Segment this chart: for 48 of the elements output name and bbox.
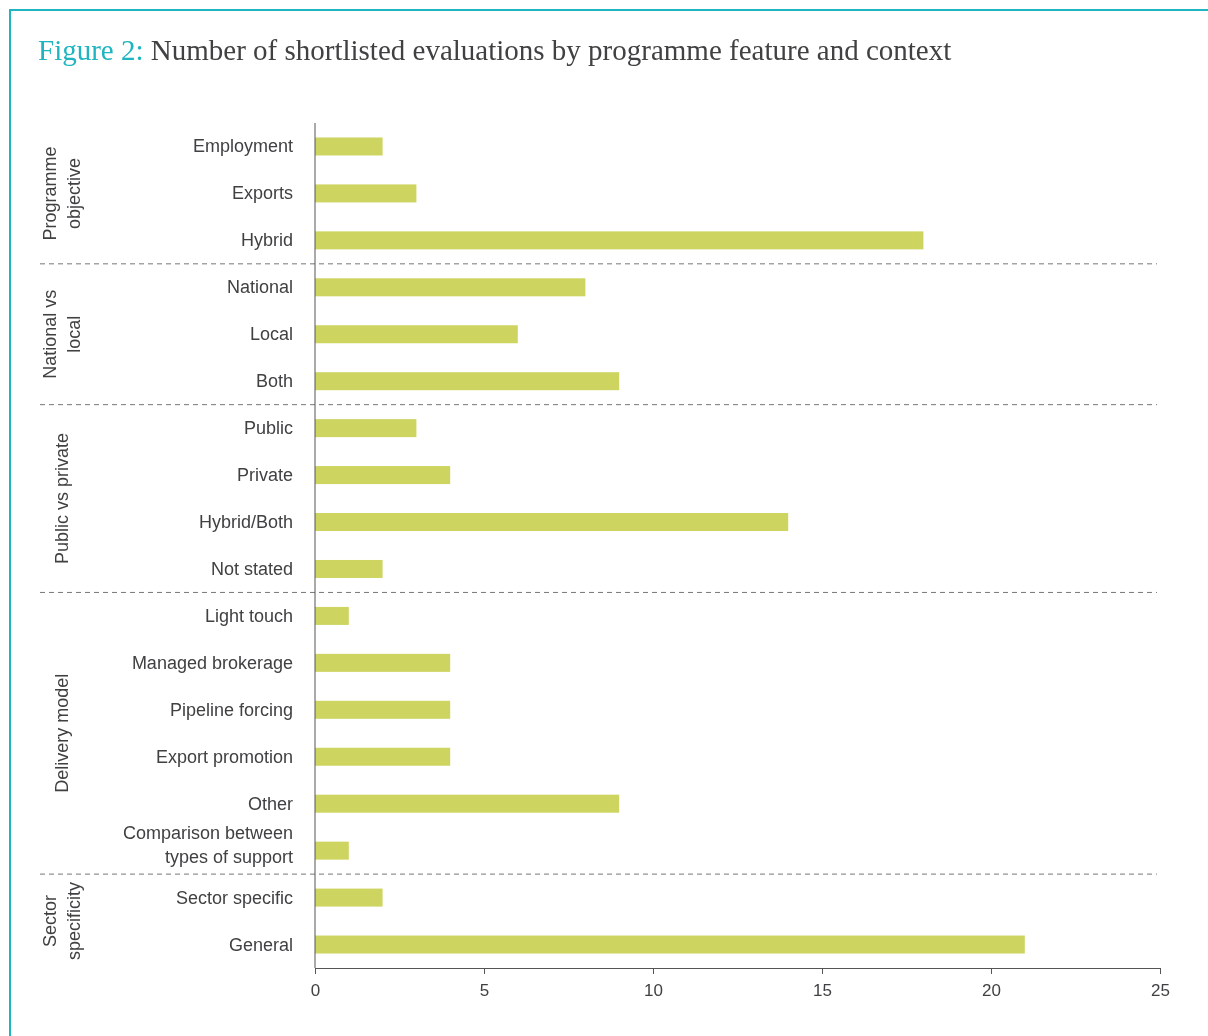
x-tick-label: 0 xyxy=(310,980,321,1000)
y-tick-label: General xyxy=(228,934,293,955)
bar xyxy=(315,935,1025,954)
y-tick-label: Export promotion xyxy=(155,746,293,767)
bar xyxy=(315,559,383,578)
text: National vs local xyxy=(40,289,84,379)
x-tick-label: 20 xyxy=(982,980,1001,1000)
y-tick-label: Sector specific xyxy=(175,887,293,908)
y-tick-label: Other xyxy=(247,793,293,814)
y-tick-label: Public xyxy=(243,418,293,439)
bar xyxy=(315,888,383,907)
y-tick-label: Pipeline forcing xyxy=(169,699,293,720)
y-tick-label: Employment xyxy=(192,136,293,157)
y-tick-label: Both xyxy=(255,371,293,392)
x-tick-label: 10 xyxy=(644,980,663,1000)
y-tick-label: Managed brokerage xyxy=(131,652,293,673)
bar xyxy=(315,466,451,485)
bar xyxy=(315,278,586,297)
y-tick-label: Comparison between types of support xyxy=(122,822,293,867)
y-tick-label: Light touch xyxy=(204,605,293,626)
bar xyxy=(315,606,349,625)
y-tick-label: Hybrid xyxy=(240,230,293,251)
y-tick-label: National xyxy=(226,277,293,298)
bar xyxy=(315,184,417,203)
bar xyxy=(315,841,349,860)
y-tick-label: Exports xyxy=(231,183,293,204)
y-tick-label: Hybrid/Both xyxy=(198,512,293,533)
text: Sector specificity xyxy=(40,882,84,961)
bar xyxy=(315,419,417,438)
bar xyxy=(315,325,518,344)
chart-title: Figure 2: Number of shortlisted evaluations by programme feature and context xyxy=(38,34,952,66)
x-tick-label: 15 xyxy=(813,980,832,1000)
bar xyxy=(315,513,789,532)
bar xyxy=(315,137,383,156)
text: Delivery model xyxy=(52,673,72,793)
y-tick-label: Local xyxy=(249,324,293,345)
text: Programme objective xyxy=(40,146,84,241)
x-tick-label: 25 xyxy=(1151,980,1170,1000)
text: Public vs private xyxy=(52,433,72,565)
bar xyxy=(315,231,924,250)
bar xyxy=(315,653,451,672)
y-tick-label: Not stated xyxy=(210,558,293,579)
x-tick-label: 5 xyxy=(479,980,490,1000)
bar xyxy=(315,747,451,766)
bar xyxy=(315,700,451,719)
bar xyxy=(315,372,620,391)
bar xyxy=(315,794,620,813)
y-tick-label: Private xyxy=(236,465,293,486)
